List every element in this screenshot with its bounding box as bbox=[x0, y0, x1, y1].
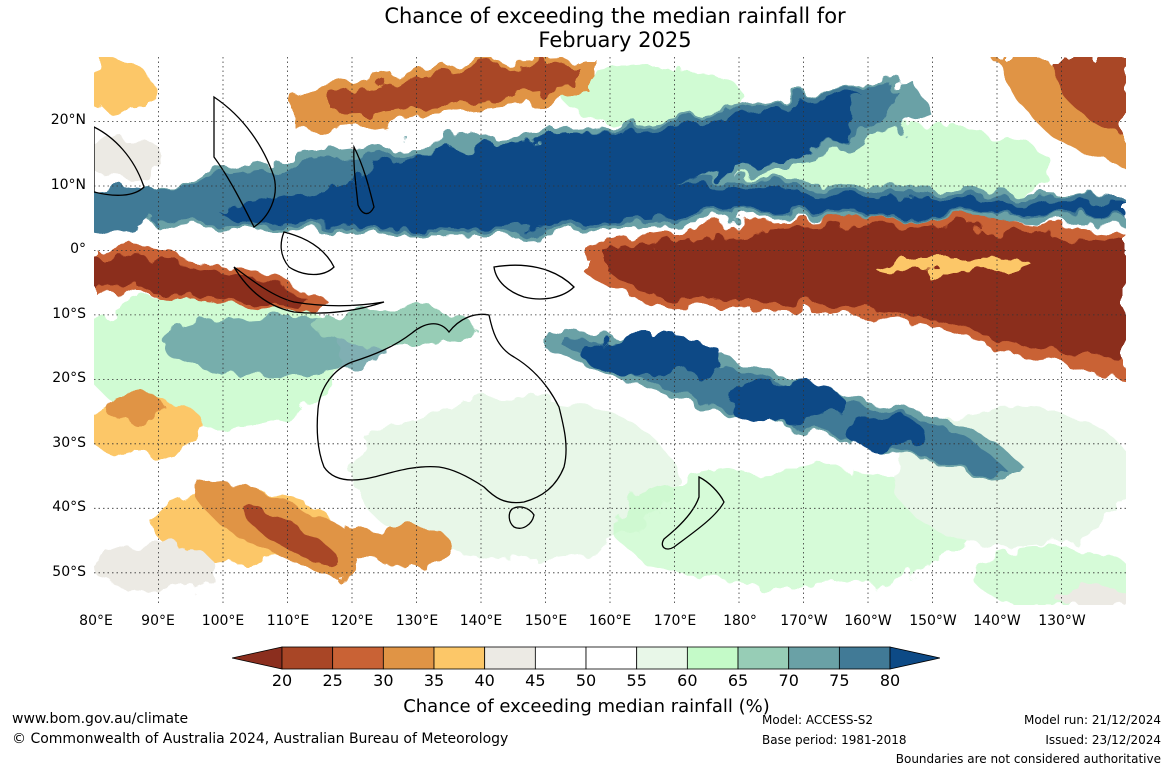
colorbar-cell bbox=[332, 646, 384, 670]
colorbar-cell bbox=[281, 646, 334, 670]
lon-label: 160°E bbox=[588, 613, 632, 629]
colorbar-cell bbox=[838, 646, 891, 670]
australia-outline bbox=[316, 313, 567, 504]
philippines-outline bbox=[353, 144, 375, 215]
colorbar-tick-label: 65 bbox=[727, 671, 749, 690]
colorbar-cell bbox=[788, 646, 840, 670]
colorbar-cell bbox=[636, 646, 688, 670]
colorbar-cell bbox=[737, 646, 790, 670]
lon-label: 130°W bbox=[1038, 613, 1086, 629]
model-run-text: Model run: 21/12/2024 bbox=[1023, 713, 1161, 727]
india-outline bbox=[94, 126, 145, 196]
issued-text: Issued: 23/12/2024 bbox=[1045, 733, 1161, 747]
colorbar-tick-label: 75 bbox=[829, 671, 850, 690]
map-title: Chance of exceeding the median rainfall … bbox=[0, 4, 1173, 52]
lat-label: 40°S bbox=[52, 499, 86, 515]
colorbar-cell bbox=[484, 646, 536, 670]
lon-label: 160°W bbox=[844, 613, 892, 629]
colorbar-tick-label: 60 bbox=[677, 671, 698, 690]
disclaimer-text: Boundaries are not considered authoritat… bbox=[895, 752, 1161, 766]
lat-label: 10°S bbox=[52, 306, 86, 322]
colorbar-tick-label: 80 bbox=[879, 671, 901, 690]
base-period-text: Base period: 1981-2018 bbox=[762, 733, 907, 747]
lon-label: 100°E bbox=[201, 613, 245, 629]
lat-label: 20°S bbox=[52, 370, 86, 386]
probability-field bbox=[94, 57, 1126, 605]
colorbar-cell bbox=[686, 646, 739, 670]
colorbar-cell bbox=[382, 646, 435, 670]
colorbar-tick-label: 55 bbox=[626, 671, 647, 690]
colorbar-under-arrow bbox=[232, 646, 283, 670]
colorbar-tick-label: 50 bbox=[575, 671, 597, 690]
coastlines bbox=[94, 95, 725, 550]
lat-label: 20°N bbox=[50, 112, 86, 128]
tasmania-outline bbox=[508, 506, 535, 529]
indonesia-outline bbox=[233, 266, 385, 314]
lon-label: 150°E bbox=[524, 613, 568, 629]
copyright-text: © Commonwealth of Australia 2024, Austra… bbox=[12, 731, 509, 747]
lat-label: 0° bbox=[70, 241, 86, 257]
lon-label: 120°E bbox=[330, 613, 374, 629]
lon-label: 80°E bbox=[79, 613, 113, 629]
website-text: www.bom.gov.au/climate bbox=[12, 711, 189, 727]
lon-label: 170°E bbox=[653, 613, 697, 629]
colorbar-tick-label: 30 bbox=[373, 671, 394, 690]
indochina-outline bbox=[213, 95, 276, 228]
colorbar-tick-label: 40 bbox=[474, 671, 495, 690]
lon-label: 180° bbox=[723, 613, 757, 629]
lon-label: 150°W bbox=[909, 613, 957, 629]
colorbar-cell bbox=[585, 646, 638, 670]
colorbar-tick-label: 45 bbox=[525, 671, 546, 690]
borneo-outline bbox=[280, 231, 335, 276]
new-guinea-outline bbox=[493, 264, 575, 300]
lon-label: 140°E bbox=[459, 613, 503, 629]
lon-label: 110°E bbox=[266, 613, 310, 629]
lon-label: 140°W bbox=[973, 613, 1021, 629]
lat-label: 30°S bbox=[52, 435, 86, 451]
lon-label: 90°E bbox=[141, 613, 175, 629]
colorbar-tick-label: 20 bbox=[271, 671, 293, 690]
new-zealand-outline bbox=[661, 475, 725, 550]
model-text: Model: ACCESS-S2 bbox=[762, 713, 874, 727]
colorbar-cell bbox=[534, 646, 587, 670]
colorbar-label: Chance of exceeding median rainfall (%) bbox=[403, 696, 770, 717]
colorbar-tick-label: 35 bbox=[423, 671, 445, 690]
lat-label: 10°N bbox=[50, 177, 86, 193]
map-title-line1: Chance of exceeding the median rainfall … bbox=[384, 4, 846, 28]
colorbar-tick-label: 25 bbox=[322, 671, 343, 690]
lon-label: 170°W bbox=[780, 613, 828, 629]
colorbar bbox=[232, 646, 940, 670]
colorbar-tick-label: 70 bbox=[778, 671, 799, 690]
lat-label: 50°S bbox=[52, 564, 86, 580]
map-title-line2: February 2025 bbox=[538, 28, 692, 52]
colorbar-cells bbox=[281, 646, 891, 670]
colorbar-over-arrow bbox=[889, 646, 940, 670]
rainfall-map bbox=[94, 57, 1126, 605]
colorbar-cell bbox=[433, 646, 486, 670]
graticule bbox=[94, 57, 1126, 605]
lon-label: 130°E bbox=[395, 613, 439, 629]
